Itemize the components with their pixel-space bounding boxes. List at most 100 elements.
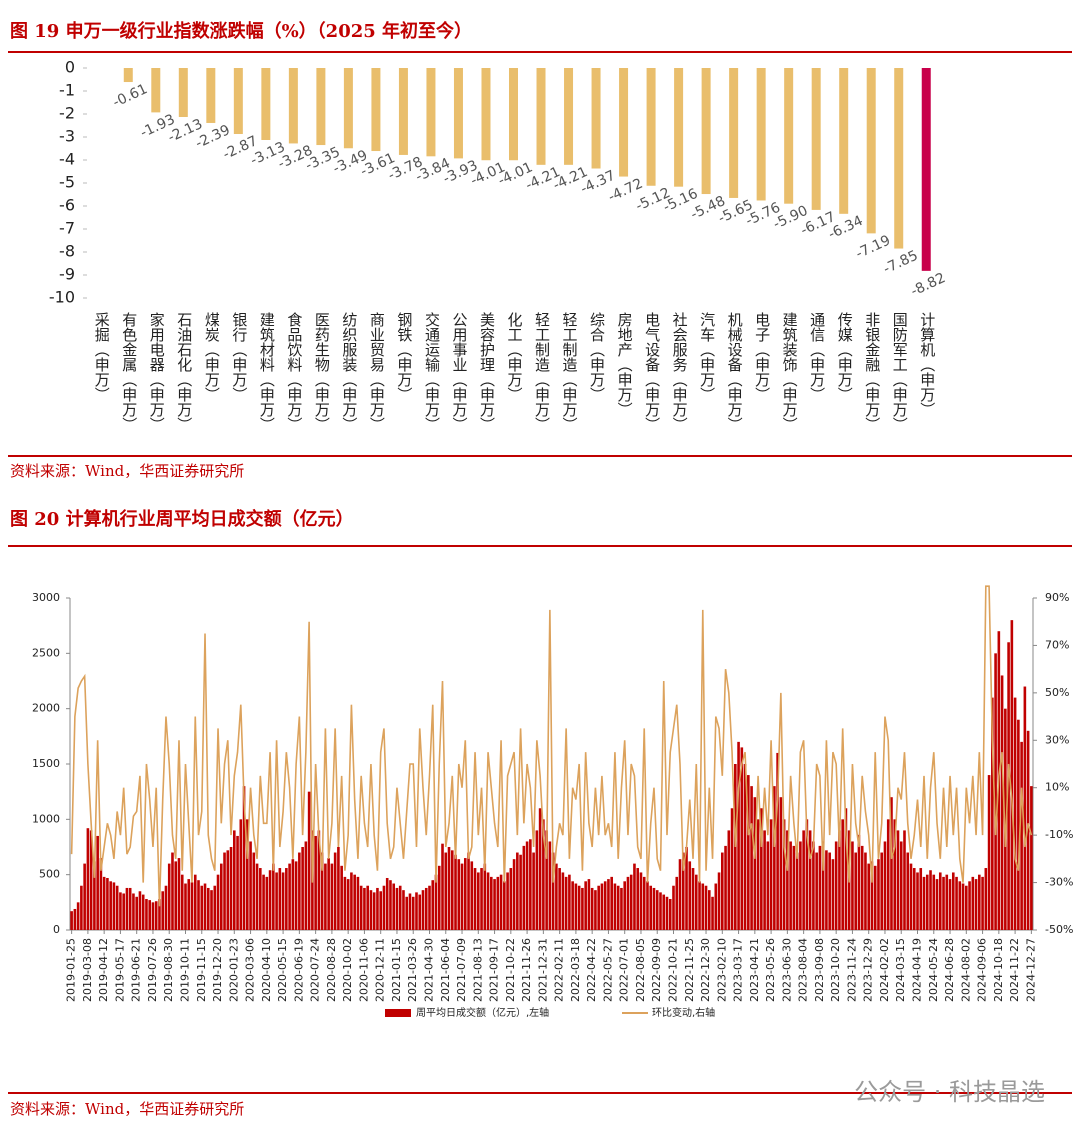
bar bbox=[180, 874, 184, 930]
bar bbox=[516, 852, 519, 930]
bar bbox=[148, 900, 152, 930]
x-tick-label: 2024-12-27 bbox=[1024, 938, 1037, 1002]
bar bbox=[496, 876, 500, 930]
bar bbox=[206, 68, 216, 123]
bar bbox=[288, 863, 291, 930]
bar bbox=[839, 68, 849, 214]
bar bbox=[890, 797, 893, 930]
bar bbox=[171, 852, 174, 930]
x-tick-label: 综合（申万） bbox=[588, 312, 606, 402]
bar bbox=[125, 887, 129, 930]
bar bbox=[509, 68, 518, 161]
bar bbox=[688, 861, 692, 930]
bar bbox=[779, 797, 783, 930]
x-tick-label: 社会服务（申万） bbox=[671, 312, 689, 432]
bar bbox=[740, 747, 744, 930]
y2-tick-label: -30% bbox=[1045, 876, 1073, 889]
bar bbox=[821, 841, 825, 930]
x-tick-label: 2023-04-21 bbox=[748, 938, 761, 1002]
bar bbox=[369, 890, 373, 930]
value-label: -7.19 bbox=[853, 232, 893, 262]
bar bbox=[727, 830, 731, 930]
bar bbox=[481, 68, 491, 161]
bar bbox=[711, 896, 714, 930]
x-tick-label: 2023-10-20 bbox=[829, 938, 842, 1002]
bar bbox=[89, 830, 93, 930]
bar bbox=[912, 868, 916, 930]
bar bbox=[646, 881, 649, 930]
bar bbox=[551, 852, 555, 930]
bar bbox=[206, 887, 210, 930]
bar bbox=[730, 808, 734, 930]
bar bbox=[405, 896, 409, 930]
bar bbox=[542, 819, 545, 930]
x-tick-label: 医药生物（申万） bbox=[313, 312, 331, 432]
source: 资料来源：Wind，华西证券研究所 bbox=[10, 462, 244, 480]
bar bbox=[1010, 620, 1014, 930]
bar bbox=[70, 911, 73, 930]
bar bbox=[151, 902, 155, 930]
bar bbox=[99, 858, 103, 930]
bar bbox=[80, 885, 83, 930]
bar bbox=[210, 890, 213, 930]
bar bbox=[249, 841, 252, 930]
bar bbox=[1017, 719, 1020, 930]
bar bbox=[441, 843, 444, 930]
bar bbox=[958, 881, 962, 930]
bar bbox=[385, 877, 389, 930]
bar bbox=[178, 68, 188, 117]
bar bbox=[506, 872, 509, 930]
bar bbox=[786, 830, 789, 930]
y-tick-label: 0 bbox=[65, 58, 75, 77]
bar bbox=[450, 850, 454, 930]
x-tick-label: 2023-02-10 bbox=[715, 938, 728, 1002]
bar bbox=[942, 876, 945, 930]
bar bbox=[486, 872, 490, 930]
y-tick-label: -2 bbox=[59, 104, 75, 123]
bar bbox=[197, 880, 200, 930]
bar bbox=[174, 861, 178, 930]
bar bbox=[418, 894, 422, 930]
bar bbox=[350, 872, 353, 930]
bar bbox=[408, 893, 412, 930]
x-tick-label: 2020-10-02 bbox=[341, 938, 354, 1002]
bar bbox=[421, 890, 425, 930]
x-tick-label: 2021-11-26 bbox=[520, 938, 533, 1002]
bar bbox=[86, 828, 90, 930]
bar bbox=[115, 885, 119, 930]
x-tick-label: 2021-10-22 bbox=[504, 938, 517, 1002]
bar bbox=[246, 819, 249, 930]
bar bbox=[460, 863, 464, 930]
bar bbox=[838, 830, 841, 930]
bar bbox=[371, 68, 381, 152]
y-tick-label: 500 bbox=[39, 868, 60, 881]
x-tick-label: 2021-01-15 bbox=[390, 938, 403, 1002]
bar bbox=[600, 883, 604, 930]
x-tick-label: 2020-08-28 bbox=[325, 938, 338, 1002]
bar bbox=[659, 892, 662, 930]
bar bbox=[1007, 642, 1010, 930]
bar bbox=[825, 850, 828, 930]
bar bbox=[694, 874, 698, 930]
bar bbox=[555, 863, 558, 930]
bar bbox=[1013, 697, 1017, 930]
bar bbox=[717, 872, 721, 930]
bar bbox=[291, 859, 295, 930]
bar bbox=[577, 885, 581, 930]
x-tick-label: 2022-08-05 bbox=[634, 938, 647, 1002]
x-tick-label: 家用电器（申万） bbox=[148, 312, 166, 432]
x-tick-label: 2023-06-30 bbox=[780, 938, 793, 1002]
bar bbox=[343, 876, 347, 930]
bar bbox=[646, 68, 656, 186]
bar bbox=[815, 852, 818, 930]
bar bbox=[675, 876, 679, 930]
bar bbox=[372, 892, 376, 930]
x-tick-label: 2020-03-06 bbox=[244, 938, 257, 1002]
bar bbox=[304, 841, 308, 930]
bar bbox=[535, 830, 539, 930]
y2-tick-label: 30% bbox=[1045, 733, 1069, 746]
bar bbox=[864, 852, 867, 930]
bar bbox=[620, 887, 623, 930]
x-tick-label: 非银金融（申万） bbox=[863, 312, 881, 432]
